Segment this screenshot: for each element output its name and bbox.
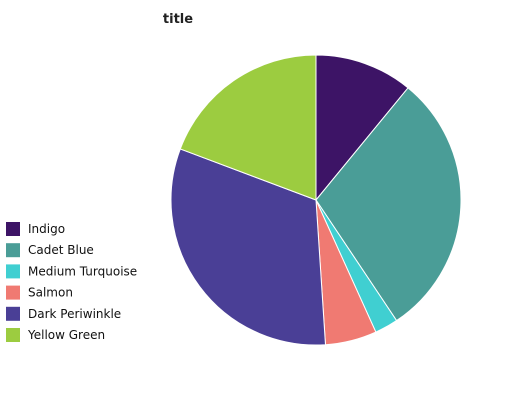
legend-swatch-indigo (6, 222, 20, 236)
chart-title: title (163, 12, 193, 27)
legend-label-dark-periwinkle: Dark Periwinkle (28, 307, 121, 321)
pie-slice-yellow-green (179, 54, 317, 201)
legend-swatch-cadet-blue (6, 243, 20, 258)
legend-label-cadet-blue: Cadet Blue (28, 243, 94, 257)
legend-label-salmon: Salmon (28, 286, 73, 300)
legend-label-yellow-green: Yellow Green (27, 328, 105, 342)
legend-swatch-yellow-green (6, 328, 20, 342)
legend-swatch-dark-periwinkle (6, 306, 20, 321)
legend-label-indigo: Indigo (28, 222, 65, 236)
pie-slice-indigo (315, 54, 409, 202)
legend: Indigo Cadet Blue Medium Turquoise Salmon Da… (6, 222, 137, 342)
pie-slice-cadet-blue (315, 87, 462, 322)
pie-slice-dark-periwinkle (170, 148, 327, 346)
legend-swatch-salmon (6, 285, 20, 300)
legend-label-medium-turquoise: Medium Turquoise (28, 264, 137, 278)
legend-swatch-medium-turquoise (6, 264, 20, 279)
pie-slices (170, 54, 462, 346)
